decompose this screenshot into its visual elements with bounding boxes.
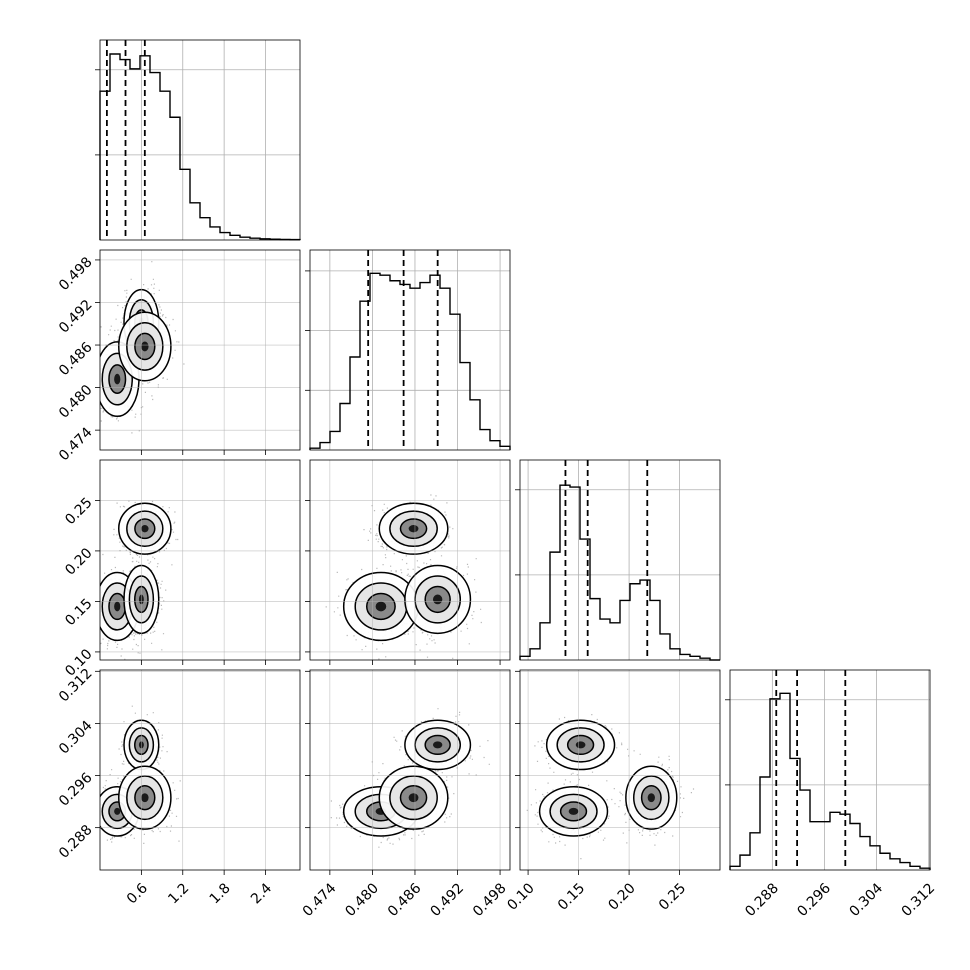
y-tick-label-2-1: 0.480: [56, 382, 96, 422]
panel-frame-4-1: [99, 669, 301, 871]
y-tick-label-2-2: 0.486: [56, 339, 96, 379]
scatter-panel-3-1: [95, 459, 301, 665]
density-peak-4-2-2: [408, 793, 419, 803]
y-tick-label-4-1: 0.296: [56, 770, 96, 810]
panel-frame-4-3: [519, 669, 721, 871]
density-peak-3-1-0: [114, 601, 121, 612]
x-tick-label-4-1: 0.296: [794, 880, 834, 920]
histogram-panel-3: [515, 459, 721, 661]
density-peak-3-2-0: [375, 601, 387, 612]
panel-content-3-1: [330, 708, 490, 848]
scatter-panel-3-2: [305, 459, 511, 665]
hist-frame-2: [309, 249, 511, 451]
histogram-step-1: [99, 53, 301, 241]
y-tick-label-2-4: 0.498: [56, 254, 96, 294]
density-peak-4-1-2: [141, 793, 149, 803]
histogram-step-2: [309, 272, 511, 450]
histogram-panel-4: [725, 669, 931, 871]
density-peak-4-3-2: [647, 793, 655, 803]
density-peak-4-1-0: [114, 807, 121, 815]
panel-frame-3-2: [309, 459, 511, 661]
panel-frame-4-2: [309, 669, 511, 871]
panel-content-1-0: [100, 261, 185, 434]
x-tick-label-3-0: 0.10: [504, 880, 537, 913]
hist-frame-1: [99, 39, 301, 241]
y-tick-label-2-0: 0.474: [56, 424, 96, 464]
panel-frame-2-1: [99, 249, 301, 451]
hist-frame-3: [519, 459, 721, 661]
y-tick-label-2-3: 0.492: [56, 297, 96, 337]
panel-frame-3-1: [99, 459, 301, 661]
scatter-panel-4-2: [305, 669, 511, 875]
x-tick-label-2-0: 0.474: [300, 880, 340, 920]
y-tick-label-4-2: 0.304: [56, 718, 96, 758]
x-tick-label-1-0: 0.6: [124, 880, 151, 907]
density-peak-3-1-2: [141, 525, 149, 533]
panel-content-2-1: [325, 494, 482, 660]
x-tick-label-2-3: 0.492: [427, 880, 467, 920]
x-tick-label-3-2: 0.20: [605, 880, 638, 913]
x-tick-label-1-3: 2.4: [248, 880, 275, 907]
x-tick-label-1-2: 1.8: [207, 880, 234, 907]
x-tick-label-4-3: 0.312: [899, 880, 939, 920]
scatter-panel-2-1: [95, 249, 301, 455]
x-tick-label-4-2: 0.304: [847, 880, 887, 920]
panel-content-3-0: [100, 705, 181, 844]
density-peak-2-1-0: [114, 373, 121, 385]
x-tick-label-2-2: 0.486: [385, 880, 425, 920]
density-peak-2-1-2: [141, 341, 149, 352]
hist-frame-4: [729, 669, 931, 871]
density-peak-4-2-1: [432, 741, 443, 749]
y-tick-label-3-3: 0.25: [62, 495, 95, 528]
histogram-step-3: [519, 484, 720, 661]
x-tick-label-3-3: 0.25: [656, 880, 689, 913]
y-tick-label-3-1: 0.15: [62, 596, 95, 629]
x-tick-label-1-1: 1.2: [165, 880, 192, 907]
panel-content-2-0: [100, 500, 179, 660]
density-peak-4-3-1: [575, 741, 586, 749]
y-tick-label-3-2: 0.20: [62, 545, 95, 578]
density-peak-3-2-2: [408, 525, 419, 533]
scatter-panel-4-3: [515, 669, 721, 875]
histogram-panel-2: [305, 249, 511, 451]
density-peak-3-2-1: [432, 594, 443, 605]
scatter-panel-4-1: [95, 669, 301, 875]
density-peak-4-3-0: [568, 807, 579, 815]
panel-content-3-2: [526, 714, 695, 860]
histogram-step-4: [729, 692, 931, 870]
x-tick-label-2-4: 0.498: [470, 880, 510, 920]
y-tick-label-4-0: 0.288: [56, 822, 96, 862]
x-tick-label-2-1: 0.480: [342, 880, 382, 920]
x-tick-label-4-0: 0.288: [742, 880, 782, 920]
x-tick-label-3-1: 0.15: [555, 880, 588, 913]
histogram-panel-1: [95, 39, 301, 241]
